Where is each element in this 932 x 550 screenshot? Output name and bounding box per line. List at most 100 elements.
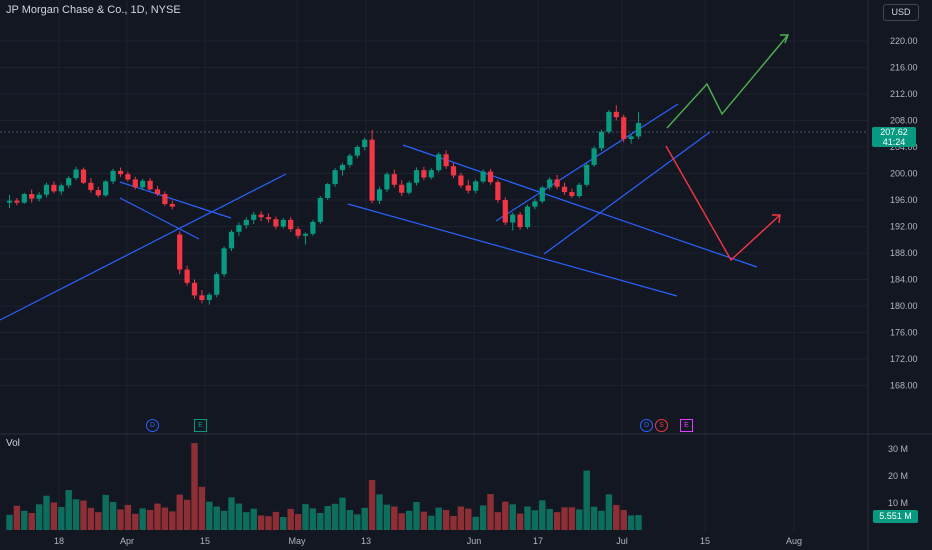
time-tick-label: Jul — [616, 536, 628, 546]
candle-body — [95, 190, 101, 196]
candle-body — [162, 194, 168, 204]
price-tick-label: 212.00 — [890, 89, 918, 99]
volume-bar — [354, 514, 361, 530]
last-volume-badge: 5.551 M — [873, 510, 918, 523]
candle — [584, 162, 590, 187]
earnings-marker-icon[interactable]: E — [680, 419, 693, 432]
volume-bar — [280, 517, 287, 530]
candle-body — [280, 219, 286, 227]
candle — [66, 176, 72, 189]
candle-body — [295, 229, 301, 236]
volume-bar — [627, 515, 635, 530]
split-marker-icon[interactable]: S — [655, 419, 668, 432]
candle-body — [354, 147, 360, 156]
price-tick-label: 172.00 — [890, 354, 918, 364]
volume-bar — [457, 506, 465, 530]
volume-bar — [428, 515, 435, 530]
candle-body — [317, 198, 323, 222]
volume-bar — [287, 508, 294, 530]
dividend-marker-icon[interactable]: D — [146, 419, 159, 432]
candle-body — [228, 231, 235, 249]
candle — [14, 198, 20, 206]
candle — [199, 290, 205, 304]
candle-body — [502, 200, 508, 223]
volume-bar — [391, 506, 398, 530]
candle — [258, 211, 264, 222]
volume-bar — [317, 512, 324, 530]
candle — [154, 186, 161, 197]
candle-body — [347, 155, 353, 165]
symbol-title[interactable]: JP Morgan Chase & Co., 1D, NYSE — [6, 4, 181, 16]
candle — [443, 150, 449, 169]
candle — [413, 167, 420, 186]
volume-bar — [87, 507, 95, 530]
candle-body — [510, 214, 516, 223]
bullish-path-arrow — [666, 34, 789, 129]
volume-bar — [605, 494, 613, 530]
candle-body — [258, 214, 264, 218]
candle — [391, 169, 397, 188]
volume-bar — [324, 505, 331, 530]
candle — [80, 167, 87, 185]
candle-body — [36, 194, 42, 199]
candle — [635, 111, 642, 140]
drawing-layer — [0, 34, 790, 321]
volume-bar — [28, 512, 35, 530]
volume-bar — [294, 514, 302, 530]
arrow-head-icon — [780, 34, 790, 44]
candle — [524, 204, 531, 230]
currency-button[interactable]: USD — [883, 4, 919, 21]
candle — [88, 178, 94, 193]
candle-body — [140, 180, 146, 188]
volume-bar — [272, 511, 280, 530]
volume-bar — [487, 494, 494, 530]
earnings-marker-icon[interactable]: E — [194, 419, 207, 432]
candle — [399, 180, 405, 197]
trend-line — [0, 173, 287, 321]
candle-body — [399, 184, 405, 193]
candle — [510, 212, 516, 231]
trend-line — [402, 144, 758, 268]
candle-body — [243, 219, 249, 226]
volume-bar — [405, 510, 413, 530]
candle-body — [591, 148, 597, 165]
candle-body — [177, 234, 183, 270]
dividend-marker-icon[interactable]: D — [640, 419, 653, 432]
chart-grid — [0, 0, 869, 550]
volume-bar — [383, 504, 391, 530]
candle — [147, 178, 153, 191]
candle-body — [325, 184, 331, 199]
volume-bar — [243, 512, 250, 530]
candle — [95, 186, 101, 198]
candle — [606, 109, 612, 134]
bearish-path-arrow — [665, 145, 781, 262]
volume-bar — [146, 510, 154, 530]
candle — [591, 146, 597, 167]
volume-bar — [576, 509, 583, 530]
volume-label: Vol — [6, 438, 20, 449]
volume-bar — [72, 499, 80, 530]
candle — [450, 162, 457, 179]
candle-body — [43, 184, 50, 195]
candle-body — [199, 295, 205, 301]
candle — [613, 105, 619, 121]
candle-body — [635, 123, 642, 137]
candle — [406, 180, 412, 195]
candle — [532, 198, 538, 210]
volume-bar — [309, 508, 317, 530]
price-tick-label: 208.00 — [890, 116, 918, 126]
volume-bar — [546, 508, 553, 530]
candle-body — [613, 111, 619, 118]
candle — [369, 129, 375, 204]
candle — [177, 231, 183, 275]
candle-body — [51, 184, 57, 192]
volume-bar — [509, 504, 516, 530]
candle — [325, 182, 331, 200]
candle — [421, 166, 427, 181]
trend-line — [495, 103, 679, 222]
time-tick-label: 15 — [700, 536, 710, 546]
volume-bar — [80, 500, 87, 530]
volume-bar — [65, 490, 72, 530]
